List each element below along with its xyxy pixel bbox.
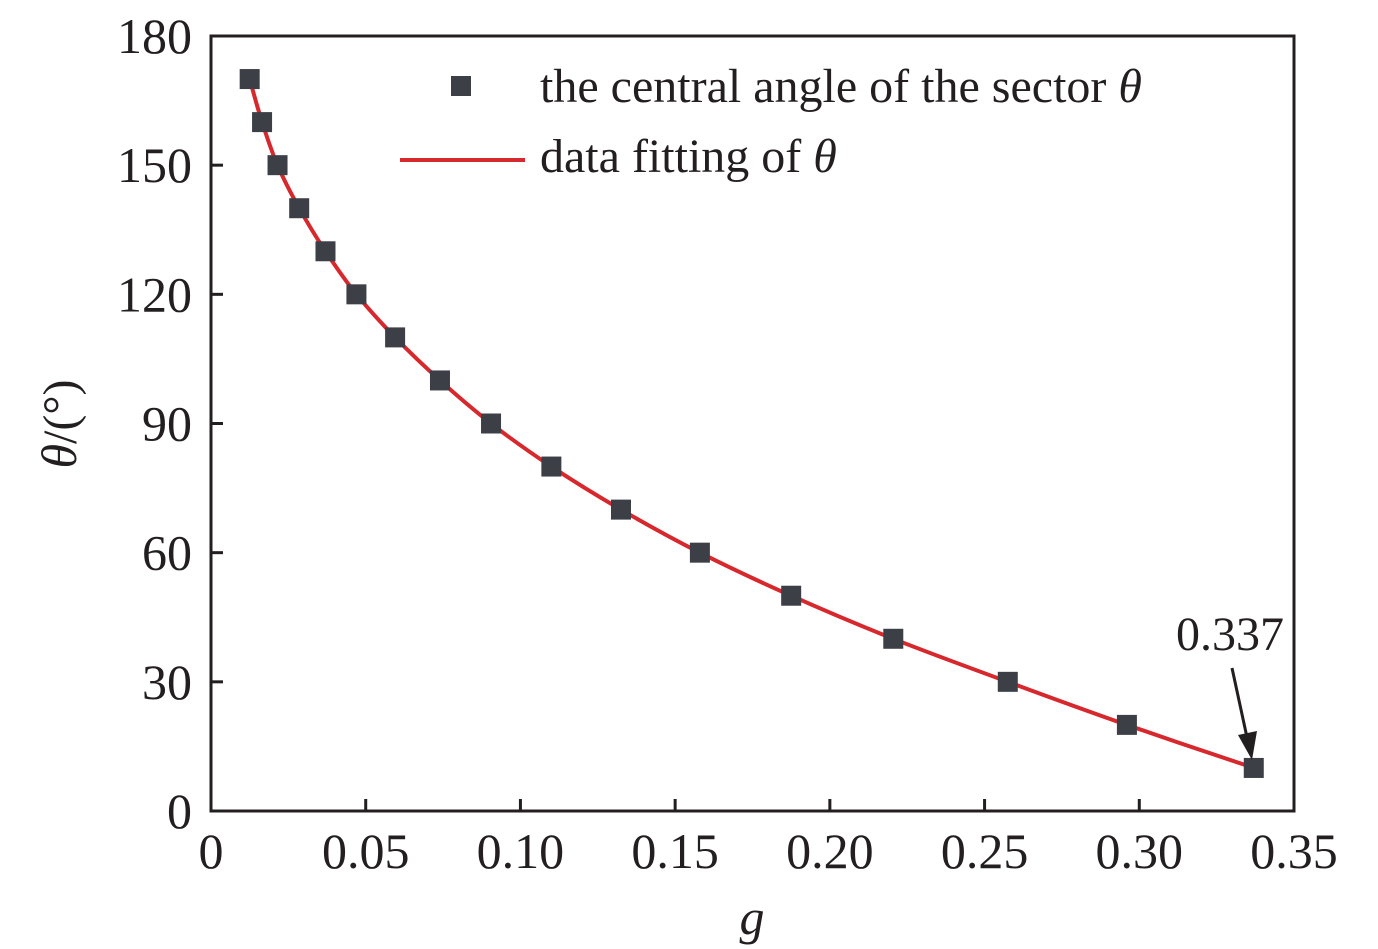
y-tick-label: 0 bbox=[167, 783, 192, 839]
data-point bbox=[429, 370, 450, 391]
y-axis: 0 30 60 90 120 150 180 bbox=[117, 8, 223, 839]
data-point bbox=[689, 542, 710, 563]
data-point bbox=[385, 327, 406, 348]
data-point bbox=[610, 499, 631, 520]
y-tick-label: 60 bbox=[142, 525, 192, 581]
data-point bbox=[239, 69, 260, 90]
data-point bbox=[781, 585, 802, 606]
x-tick-label: 0.20 bbox=[786, 823, 874, 879]
y-tick-label: 180 bbox=[117, 8, 192, 64]
y-tick-label: 30 bbox=[142, 654, 192, 710]
data-point bbox=[1243, 757, 1264, 778]
legend: the central angle of the sector θ data f… bbox=[400, 60, 1142, 183]
x-tick-label: 0.35 bbox=[1250, 823, 1338, 879]
data-point bbox=[315, 241, 336, 262]
data-point bbox=[883, 628, 904, 649]
x-tick-label: 0.10 bbox=[477, 823, 565, 879]
y-tick-label: 150 bbox=[117, 137, 192, 193]
x-axis: 0 0.05 0.10 0.15 0.20 0.25 0.30 0.35 bbox=[199, 799, 1338, 879]
y-axis-title-unit: /(°) bbox=[34, 379, 87, 444]
marker-layer bbox=[239, 69, 1264, 778]
y-axis-title-symbol: θ bbox=[31, 444, 87, 469]
x-axis-title: g bbox=[740, 889, 765, 945]
data-point bbox=[481, 413, 502, 434]
legend-label-fit: data fitting of θ bbox=[540, 130, 837, 183]
x-tick-label: 0.15 bbox=[631, 823, 719, 879]
data-point bbox=[997, 671, 1018, 692]
y-tick-label: 120 bbox=[117, 266, 192, 322]
annotation-arrow-head bbox=[1238, 731, 1257, 760]
legend-label-fit-text: data fitting of bbox=[540, 130, 813, 183]
data-point bbox=[541, 456, 562, 477]
annotation-arrow-shaft bbox=[1230, 667, 1250, 743]
x-tick-label: 0.25 bbox=[941, 823, 1029, 879]
data-point bbox=[346, 284, 367, 305]
data-point bbox=[252, 112, 273, 133]
legend-label-markers: the central angle of the sector θ bbox=[540, 60, 1142, 113]
legend-label-markers-symbol: θ bbox=[1118, 60, 1142, 113]
data-point bbox=[1116, 714, 1137, 735]
y-axis-title: θ/(°) bbox=[31, 379, 87, 468]
annotation-label: 0.337 bbox=[1176, 608, 1284, 661]
x-tick-label: 0.05 bbox=[322, 823, 410, 879]
legend-label-fit-symbol: θ bbox=[813, 130, 837, 183]
legend-marker-square bbox=[451, 76, 471, 96]
data-point bbox=[267, 155, 288, 176]
legend-label-markers-text: the central angle of the sector bbox=[540, 60, 1118, 113]
annotation: 0.337 bbox=[1176, 608, 1284, 760]
x-tick-label: 0.30 bbox=[1096, 823, 1184, 879]
data-point bbox=[289, 198, 310, 219]
y-tick-label: 90 bbox=[142, 396, 192, 452]
x-tick-label: 0 bbox=[199, 823, 224, 879]
